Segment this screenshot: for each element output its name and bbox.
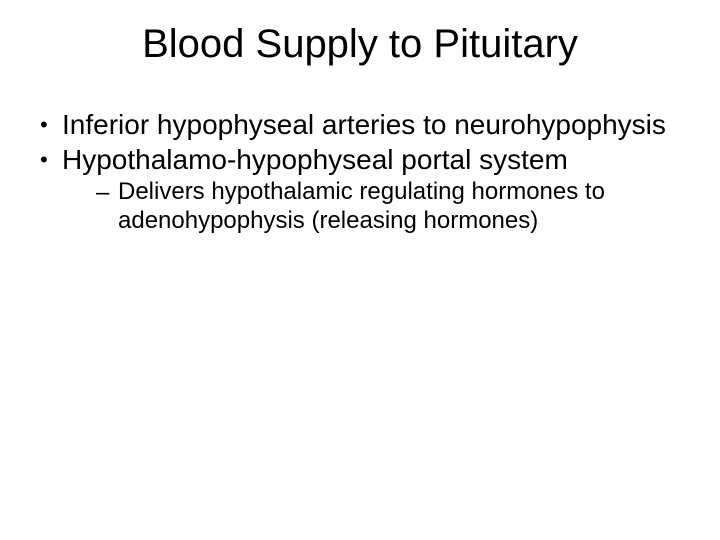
sub-bullet-item: Delivers hypothalamic regulating hormone… (94, 178, 682, 236)
slide-title: Blood Supply to Pituitary (0, 22, 720, 67)
bullet-item: Hypothalamo-hypophyseal portal system De… (38, 143, 682, 236)
bullet-list: Inferior hypophyseal arteries to neurohy… (38, 108, 682, 236)
slide-body: Inferior hypophyseal arteries to neurohy… (38, 108, 682, 238)
bullet-text: Hypothalamo-hypophyseal portal system (62, 144, 568, 175)
bullet-item: Inferior hypophyseal arteries to neurohy… (38, 108, 682, 141)
sub-bullet-text: Delivers hypothalamic regulating hormone… (118, 178, 605, 234)
slide: Blood Supply to Pituitary Inferior hypop… (0, 0, 720, 540)
sub-bullet-list: Delivers hypothalamic regulating hormone… (62, 178, 682, 236)
bullet-text: Inferior hypophyseal arteries to neurohy… (62, 109, 666, 140)
